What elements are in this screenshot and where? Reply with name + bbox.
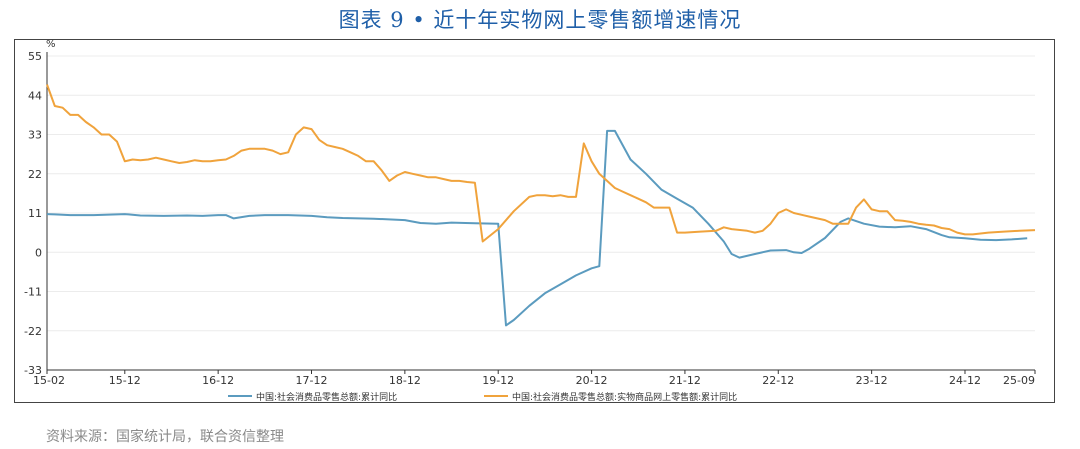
x-tick-label: 21-12 — [669, 374, 701, 387]
y-tick-label: 0 — [35, 246, 42, 259]
x-tick-label: 24-12 — [949, 374, 981, 387]
legend-label: 中国:社会消费品零售总额:累计同比 — [256, 391, 397, 403]
x-tick-label: 22-12 — [762, 374, 794, 387]
x-tick-label: 23-12 — [856, 374, 888, 387]
series-line-2 — [46, 84, 1036, 243]
y-tick-label: 55 — [28, 50, 42, 63]
legend-label: 中国:社会消费品零售总额:实物商品网上零售额:累计同比 — [512, 391, 737, 403]
chart-frame — [14, 39, 1055, 403]
x-tick-label: 19-12 — [482, 374, 514, 387]
y-tick-label: -33 — [24, 364, 42, 377]
chart-title: 图表 9 • 近十年实物网上零售额增速情况 — [338, 8, 742, 32]
source-note: 资料来源：国家统计局，联合资信整理 — [46, 429, 284, 445]
y-tick-label: -22 — [24, 325, 42, 338]
y-tick-label: 11 — [28, 207, 42, 220]
x-tick-label: 25-09 — [1003, 374, 1035, 387]
x-tick-label: 16-12 — [202, 374, 234, 387]
y-tick-label: -11 — [24, 286, 42, 299]
y-axis-unit-label: % — [46, 39, 56, 50]
x-tick-label: 15-02 — [33, 374, 65, 387]
x-tick-label: 15-12 — [109, 374, 141, 387]
x-tick-label: 18-12 — [389, 374, 421, 387]
y-tick-label: 44 — [28, 89, 42, 102]
y-tick-label: 22 — [28, 168, 42, 181]
y-tick-label: 33 — [28, 129, 42, 142]
x-tick-label: 17-12 — [296, 374, 328, 387]
x-tick-label: 20-12 — [576, 374, 608, 387]
series-line-1 — [46, 129, 1028, 327]
